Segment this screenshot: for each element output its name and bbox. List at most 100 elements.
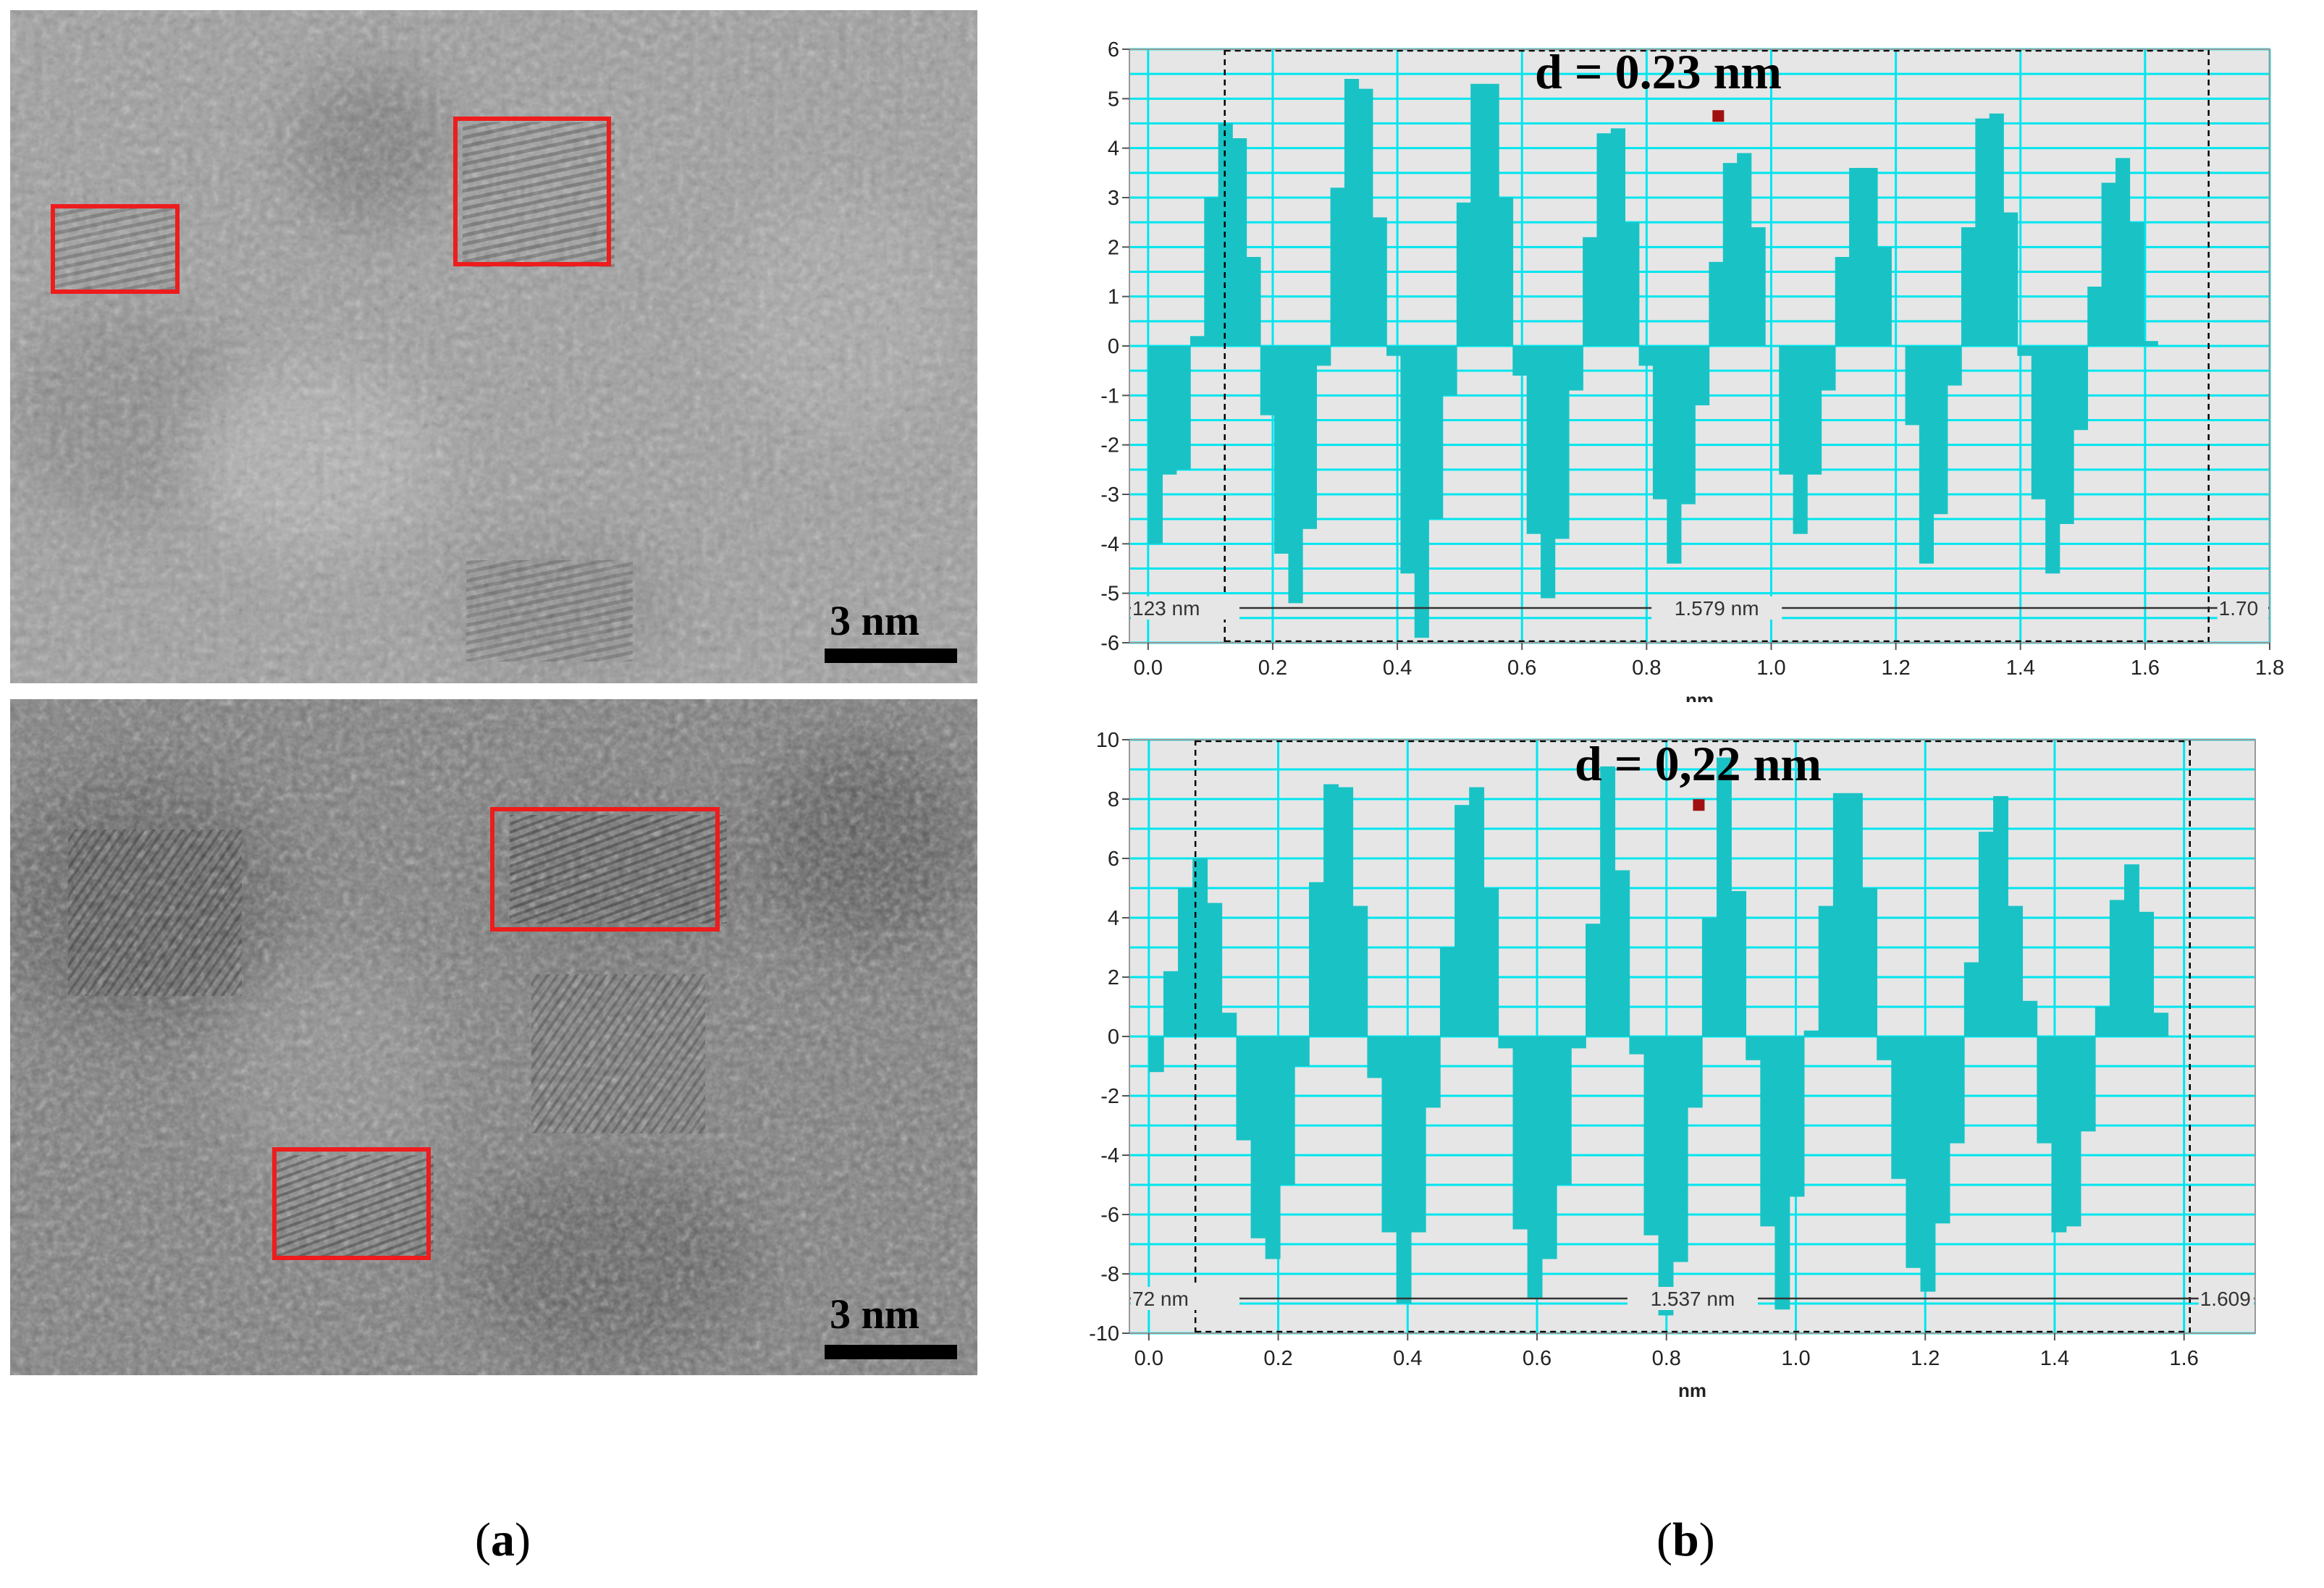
profile-bar xyxy=(1176,346,1191,470)
y-tick-label: 4 xyxy=(1108,907,1119,930)
profile-bar xyxy=(1583,237,1598,346)
y-tick-label: -2 xyxy=(1100,434,1119,457)
y-tick-label: 2 xyxy=(1108,236,1119,259)
profile-bar xyxy=(1789,1036,1805,1197)
profile-bar xyxy=(1746,1036,1761,1060)
profile-bar xyxy=(1975,118,1990,346)
x-axis-label: nm xyxy=(1678,1380,1706,1401)
profile-bar xyxy=(1526,346,1541,534)
profile-bar xyxy=(1512,1036,1528,1230)
y-tick-label: 4 xyxy=(1108,138,1119,161)
profile-bar xyxy=(1207,903,1223,1036)
y-tick-label: 0 xyxy=(1108,335,1119,358)
tem-image-top: 3 nm xyxy=(10,10,977,683)
profile-bar xyxy=(1905,346,1920,426)
y-tick-label: 0 xyxy=(1108,1026,1119,1049)
profile-bar xyxy=(1302,346,1317,529)
profile-bar xyxy=(1947,346,1962,386)
profile-bar xyxy=(1386,346,1402,356)
profile-bar xyxy=(1614,870,1630,1036)
profile-bar xyxy=(1190,336,1205,346)
profile-bar xyxy=(1891,346,1906,347)
x-tick-label: 0.0 xyxy=(1134,656,1163,680)
x-tick-label: 0.6 xyxy=(1507,656,1536,680)
profile-bar xyxy=(1961,227,1976,346)
profile-bar xyxy=(1849,168,1864,346)
profile-bar xyxy=(1178,888,1193,1036)
profile-bar xyxy=(1367,1036,1383,1078)
profile-bar xyxy=(1294,1036,1310,1066)
profile-bar xyxy=(1163,971,1179,1036)
profile-bar xyxy=(1570,1036,1586,1049)
measure-label-left: 72 nm xyxy=(1132,1288,1189,1310)
profile-bar xyxy=(1556,1036,1572,1185)
profile-bar xyxy=(1469,787,1485,1036)
profile-bar xyxy=(2037,1036,2053,1144)
profile-bar xyxy=(1652,346,1668,499)
profile-bar xyxy=(2031,346,2046,499)
y-tick-label: 6 xyxy=(1108,848,1119,871)
x-tick-label: 0.2 xyxy=(1258,656,1287,680)
measure-label-bg xyxy=(1131,1287,1239,1310)
profile-bar xyxy=(1568,346,1583,391)
panel-label-b: (b) xyxy=(1656,1513,1715,1566)
x-tick-label: 0.8 xyxy=(1632,656,1661,680)
y-tick-label: 10 xyxy=(1096,729,1119,752)
profile-bar xyxy=(1625,222,1640,346)
profile-bar xyxy=(2003,212,2018,346)
y-tick-label: -1 xyxy=(1100,384,1119,407)
tem-image-bottom: 3 nm xyxy=(10,699,977,1375)
x-tick-label: 1.2 xyxy=(1881,656,1910,680)
profile-bar xyxy=(1454,805,1470,1036)
chart-title: d = 0,22 nm xyxy=(1575,736,1822,791)
measure-label-bg xyxy=(1131,596,1239,620)
profile-bar xyxy=(2087,287,2102,346)
profile-bar xyxy=(1232,138,1247,346)
profile-bar xyxy=(2066,1036,2081,1227)
cursor-marker[interactable] xyxy=(1693,799,1705,811)
scale-bar xyxy=(825,1345,957,1359)
y-tick-label: 2 xyxy=(1108,966,1119,989)
profile-bar xyxy=(1279,1036,1295,1185)
profile-bar xyxy=(1709,261,1724,346)
profile-bar xyxy=(1512,346,1528,376)
cursor-marker[interactable] xyxy=(1712,110,1725,122)
y-tick-label: 6 xyxy=(1108,38,1119,62)
roi-box xyxy=(272,1147,431,1260)
profile-bar xyxy=(1586,924,1601,1036)
profile-bar xyxy=(1847,793,1863,1036)
profile-bar xyxy=(1963,962,1979,1036)
profile-bar xyxy=(1442,346,1457,396)
profile-bar xyxy=(1554,346,1570,539)
scale-label: 3 nm xyxy=(830,1291,920,1338)
profile-bar xyxy=(1316,346,1331,366)
profile-chart-bottom-svg: 72 nm 1.537 nm 1.609 10 8 6 4 2 0 -2 -4 -6 -8 -10 0.0 0… xyxy=(1089,729,2256,1401)
profile-bar xyxy=(1162,346,1177,475)
profile-bar xyxy=(2153,1013,2169,1036)
profile-bar xyxy=(1722,163,1738,346)
roi-box xyxy=(453,117,611,266)
profile-bar xyxy=(2139,911,2155,1036)
profile-bar xyxy=(1717,757,1732,1036)
profile-bar xyxy=(1934,1036,1950,1224)
measure-label-center: 1.579 nm xyxy=(1675,597,1759,620)
y-tick-label: -6 xyxy=(1100,1204,1119,1227)
profile-bar xyxy=(1667,346,1682,564)
measure-label-bg xyxy=(1627,1287,1758,1310)
x-tick-label: 1.0 xyxy=(1756,656,1785,680)
profile-bar xyxy=(1527,1036,1543,1298)
profile-bar xyxy=(1372,217,1387,346)
profile-bar xyxy=(1737,153,1752,346)
profile-bar xyxy=(1483,888,1499,1036)
y-tick-label: -5 xyxy=(1100,583,1119,606)
y-tick-label: 5 xyxy=(1108,88,1119,111)
profile-bar xyxy=(1919,346,1934,564)
profile-bar xyxy=(1751,227,1766,346)
profile-bar xyxy=(1400,346,1415,574)
profile-bar xyxy=(1425,1036,1441,1108)
profile-bar xyxy=(1352,905,1368,1036)
profile-bar xyxy=(1288,346,1303,604)
x-tick-label: 1.4 xyxy=(2040,1347,2069,1370)
y-tick-label: -4 xyxy=(1100,533,1119,556)
x-tick-label: 1.6 xyxy=(2170,1347,2199,1370)
